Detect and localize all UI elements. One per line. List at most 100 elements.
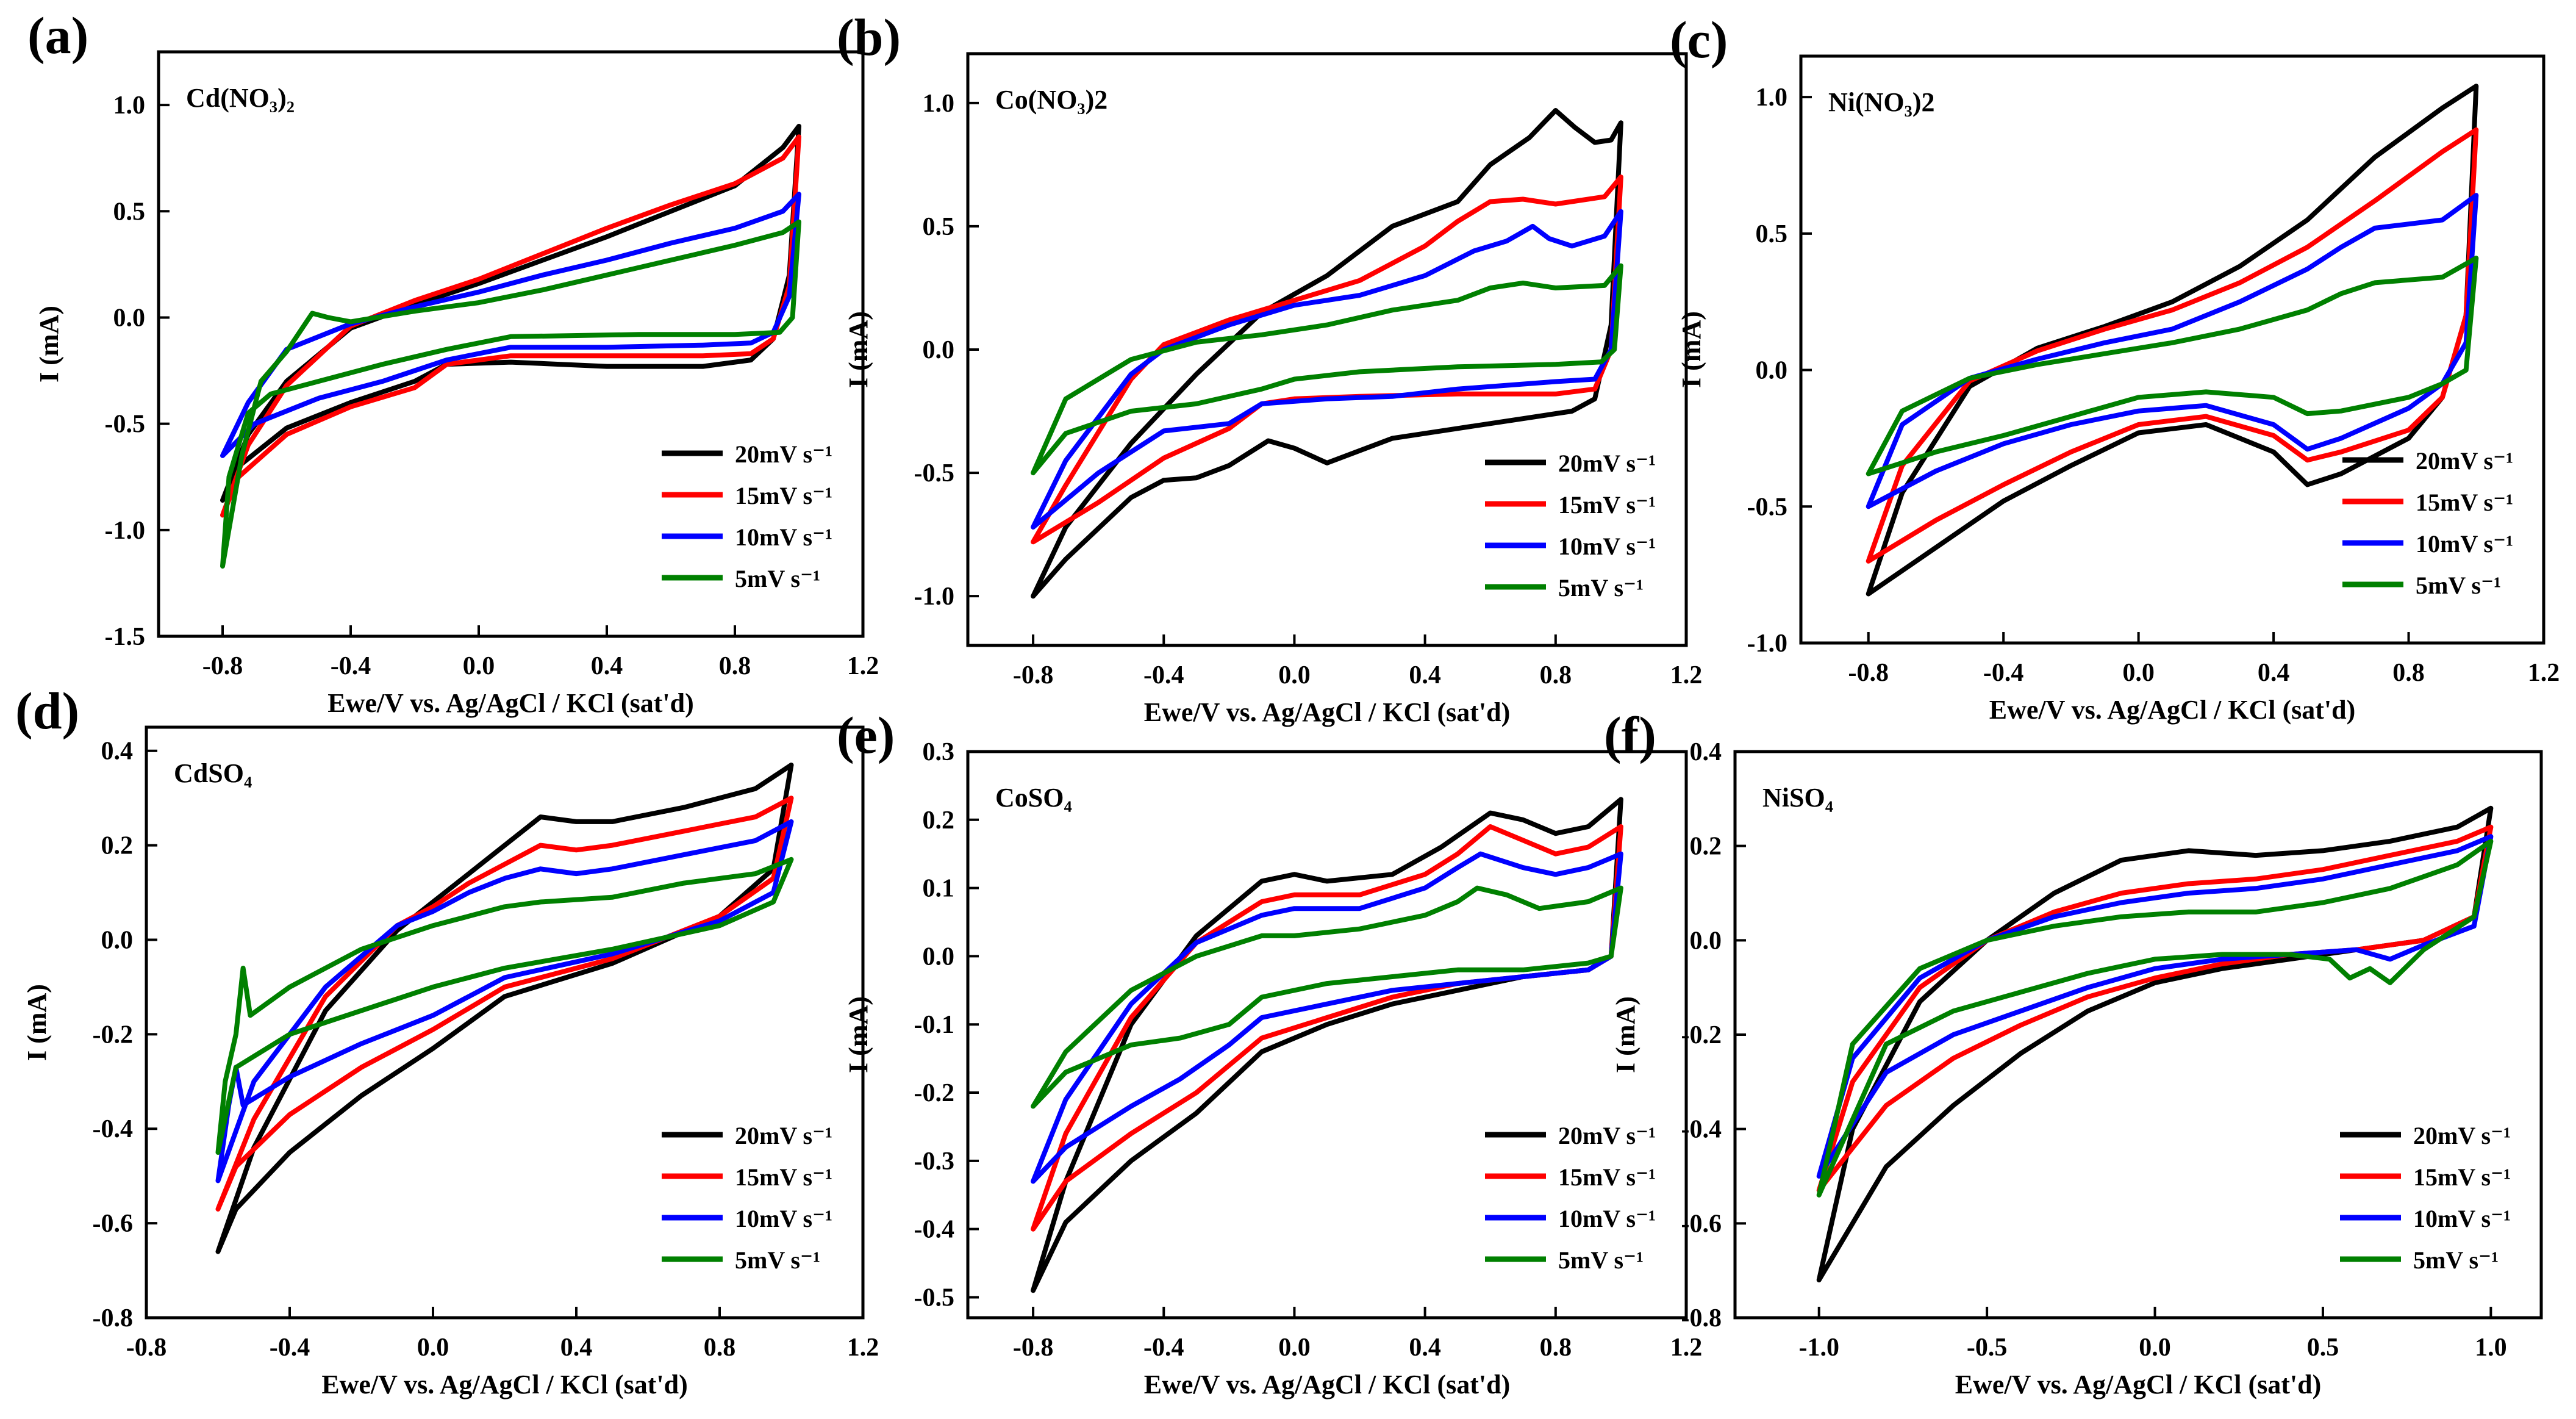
- x-tick-label: -0.8: [1848, 659, 1889, 687]
- x-axis-label: Ewe/V vs. Ag/AgCl / KCl (sat'd): [1144, 1370, 1511, 1399]
- x-tick-label: -0.8: [202, 652, 243, 680]
- plot-frame: [966, 750, 1688, 1320]
- y-tick-label: 1.0: [113, 92, 146, 120]
- legend-entry: 20mV s⁻¹: [2416, 447, 2513, 475]
- cv-curve: [1031, 108, 1623, 599]
- cv-curve: [1816, 838, 2494, 1198]
- y-tick-label: 1.0: [1756, 84, 1788, 112]
- x-tick-label: -1.0: [1798, 1334, 1839, 1362]
- y-tick-label: -0.8: [93, 1304, 134, 1332]
- y-axis-label: I (mA): [22, 984, 52, 1061]
- electrolyte-label: Co(NO₃)2: [995, 85, 1107, 115]
- legend-entry: 5mV s⁻¹: [2416, 572, 2501, 599]
- x-tick-label: -0.4: [1143, 661, 1184, 689]
- x-tick-label: 0.0: [417, 1334, 449, 1362]
- y-axis-label: I (mA): [1676, 311, 1706, 388]
- legend-entry: 15mV s⁻¹: [2413, 1163, 2511, 1191]
- y-tick-label: -1.0: [914, 583, 955, 611]
- y-tick-label: 0.0: [923, 336, 955, 364]
- legend-entry: 15mV s⁻¹: [1558, 1163, 1656, 1191]
- x-tick-label: -0.8: [1013, 661, 1054, 689]
- cv-curve: [220, 192, 801, 458]
- legend-entry: 15mV s⁻¹: [735, 482, 832, 509]
- cv-curve: [1866, 84, 2479, 597]
- x-tick-label: 0.4: [1409, 661, 1441, 689]
- legend-entry: 10mV s⁻¹: [2416, 530, 2513, 558]
- cv-curve: [1866, 193, 2479, 509]
- x-tick-label: 0.4: [2258, 659, 2290, 687]
- x-tick-label: 0.8: [704, 1334, 736, 1362]
- cv-curve: [220, 134, 801, 518]
- cv-curve: [1866, 256, 2479, 476]
- cv-curve: [215, 857, 794, 1155]
- legend-entry: 15mV s⁻¹: [735, 1163, 832, 1191]
- x-tick-label: 0.8: [1540, 661, 1572, 689]
- plot-frame: [1799, 54, 2546, 645]
- x-tick-label: 1.0: [2475, 1334, 2507, 1362]
- legend: 20mV s⁻¹ 15mV s⁻¹ 10mV s⁻¹ 5mV s⁻¹: [2342, 447, 2513, 599]
- y-tick-label: 0.0: [113, 304, 146, 332]
- legend-entry: 20mV s⁻¹: [735, 440, 832, 468]
- y-tick-label: -0.8: [1681, 1304, 1722, 1332]
- y-tick-label: 0.3: [923, 738, 955, 766]
- x-tick-label: -0.5: [1967, 1334, 2008, 1362]
- y-tick-label: 0.5: [113, 198, 146, 226]
- y-tick-label: 0.0: [101, 926, 134, 954]
- y-tick-label: -0.2: [1681, 1021, 1722, 1049]
- x-tick-label: -0.4: [1143, 1334, 1184, 1362]
- legend-entry: 20mV s⁻¹: [735, 1122, 832, 1149]
- legend-entry: 10mV s⁻¹: [1558, 1205, 1656, 1232]
- x-tick-label: -0.4: [331, 652, 371, 680]
- legend-entry: 5mV s⁻¹: [1558, 574, 1644, 602]
- plot-frame: [145, 725, 865, 1320]
- x-tick-label: 0.8: [2392, 659, 2425, 687]
- cv-curve: [215, 796, 794, 1212]
- legend: 20mV s⁻¹ 15mV s⁻¹ 10mV s⁻¹ 5mV s⁻¹: [662, 1122, 832, 1274]
- cv-curve: [1031, 209, 1623, 530]
- plot-frame: [157, 50, 865, 638]
- y-tick-label: 0.4: [101, 738, 134, 766]
- y-tick-label: -0.6: [93, 1210, 134, 1238]
- y-tick-label: -0.5: [105, 411, 146, 439]
- cv-curve: [1816, 805, 2494, 1283]
- x-tick-label: -0.8: [126, 1334, 167, 1362]
- x-tick-label: 1.2: [847, 1334, 879, 1362]
- electrolyte-label: NiSO₄: [1762, 783, 1833, 813]
- cv-curve: [1031, 263, 1623, 476]
- y-tick-label: -0.4: [93, 1115, 134, 1143]
- y-tick-label: 0.2: [101, 832, 134, 860]
- cv-curve: [1031, 824, 1623, 1232]
- y-tick-label: 0.2: [1690, 833, 1722, 861]
- legend-entry: 10mV s⁻¹: [1558, 533, 1656, 560]
- y-tick-label: -1.0: [1747, 630, 1788, 658]
- cv-curve: [1031, 885, 1623, 1109]
- panel-a: (a) -0.8 -0.4 0.0 0.4 0.8 1.2 -1.5 -1.0 -0.5 0.0 0.…: [27, 6, 879, 718]
- legend-entry: 10mV s⁻¹: [735, 523, 832, 551]
- y-tick-label: -0.2: [914, 1079, 955, 1107]
- legend-entry: 15mV s⁻¹: [1558, 491, 1656, 519]
- legend-entry: 5mV s⁻¹: [735, 1246, 820, 1274]
- panel-label: (f): [1604, 706, 1656, 764]
- x-tick-label: 0.8: [1540, 1334, 1572, 1362]
- cv-curve: [1031, 174, 1623, 545]
- cv-curve: [1031, 851, 1623, 1184]
- x-tick-label: 0.4: [560, 1334, 593, 1362]
- x-tick-label: 0.5: [2307, 1334, 2339, 1362]
- y-tick-label: -0.5: [914, 1284, 955, 1312]
- cv-curve: [220, 219, 801, 569]
- x-axis-label: Ewe/V vs. Ag/AgCl / KCl (sat'd): [1989, 695, 2356, 725]
- panel-label: (b): [837, 8, 901, 66]
- y-tick-label: 0.0: [923, 943, 955, 971]
- panel-f: (f) -1.0 -0.5 0.0 0.5 1.0 -0.8 -0.6 -0.4 -0.2 0.0 0…: [1604, 706, 2543, 1399]
- y-tick-label: 0.5: [923, 213, 955, 241]
- x-tick-label: 0.0: [2139, 1334, 2171, 1362]
- legend-entry: 5mV s⁻¹: [1558, 1246, 1644, 1274]
- y-tick-label: 0.2: [923, 806, 955, 835]
- electrolyte-label: CdSO₄: [174, 758, 252, 788]
- panel-label: (e): [837, 706, 895, 764]
- x-tick-label: 0.4: [591, 652, 623, 680]
- legend-entry: 15mV s⁻¹: [2416, 489, 2513, 516]
- y-tick-label: 1.0: [923, 90, 955, 118]
- panel-e: (e) -0.8 -0.4 0.0 0.4 0.8 1.2 -0.5 -0.4 -0.3 -0.2 -…: [837, 706, 1702, 1399]
